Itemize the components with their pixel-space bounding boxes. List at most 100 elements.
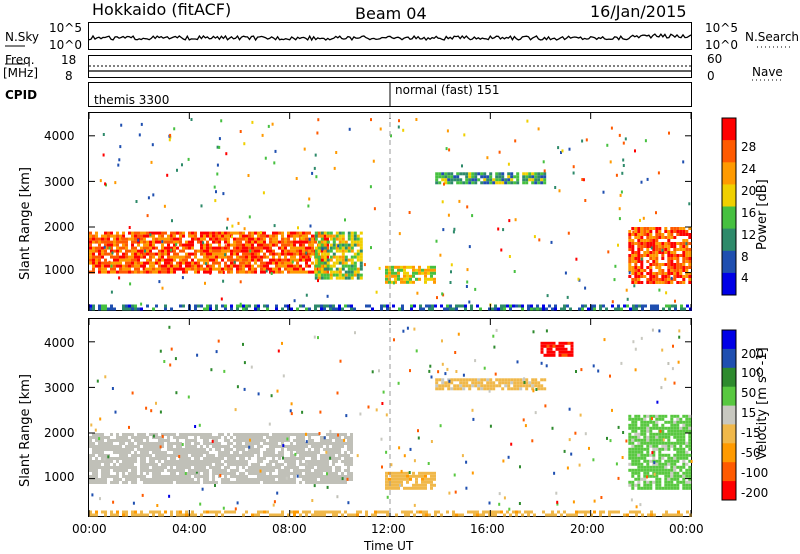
heatmap-cell: [122, 513, 125, 517]
heatmap-cell: [155, 510, 158, 514]
heatmap-cell: [110, 307, 113, 311]
heatmap-cell: [122, 237, 125, 241]
heatmap-cell: [293, 267, 296, 271]
heatmap-cell: [254, 267, 257, 271]
heatmap-cell: [557, 510, 560, 514]
heatmap-cell: [302, 510, 305, 514]
heatmap-cell: [149, 233, 152, 237]
heatmap-cell: [260, 246, 263, 250]
heatmap-cell: [242, 237, 245, 241]
heatmap-cell: [290, 472, 293, 475]
heatmap-cell: [101, 445, 104, 448]
heatmap-cell: [118, 276, 121, 280]
heatmap-cell: [143, 475, 146, 478]
heatmap-cell: [245, 243, 248, 247]
heatmap-cell: [350, 442, 353, 445]
heatmap-cell: [465, 285, 468, 288]
heatmap-cell: [419, 304, 422, 308]
heatmap-cell: [444, 178, 448, 182]
heatmap-cell: [652, 480, 656, 484]
heatmap-cell: [212, 478, 215, 481]
heatmap-cell: [224, 469, 227, 472]
heatmap-cell: [326, 243, 329, 247]
heatmap-cell: [424, 274, 427, 278]
heatmap-cell: [170, 234, 173, 238]
heatmap-cell: [498, 381, 502, 385]
heatmap-cell: [344, 240, 348, 244]
heatmap-cell: [543, 353, 547, 357]
heatmap-cell: [302, 454, 305, 457]
heatmap-cell: [344, 264, 348, 268]
heatmap-cell: [468, 181, 472, 185]
heatmap-cell: [628, 236, 632, 239]
heatmap-cell: [158, 472, 161, 475]
heatmap-cell: [266, 304, 269, 308]
heatmap-cell: [161, 231, 164, 235]
heatmap-cell: [584, 286, 587, 290]
heatmap-cell: [146, 445, 149, 448]
heatmap-cell: [456, 175, 460, 179]
heatmap-cell: [218, 463, 221, 466]
heatmap-cell: [188, 442, 191, 445]
heatmap-cell: [450, 181, 454, 185]
heatmap-cell: [251, 436, 254, 439]
heatmap-cell: [107, 307, 110, 311]
heatmap-cell: [308, 472, 311, 475]
heatmap-cell: [179, 457, 182, 460]
heatmap-cell: [185, 439, 188, 442]
heatmap-cell: [316, 131, 319, 135]
heatmap-cell: [122, 307, 125, 311]
heatmap-cell: [152, 246, 155, 250]
heatmap-cell: [278, 264, 281, 268]
heatmap-cell: [140, 261, 143, 265]
heatmap-cell: [685, 462, 689, 466]
heatmap-cell: [398, 446, 401, 450]
heatmap-cell: [239, 234, 242, 238]
heatmap-cell: [191, 261, 194, 265]
heatmap-cell: [516, 181, 520, 185]
heatmap-cell: [631, 242, 635, 245]
heatmap-cell: [293, 466, 296, 469]
heatmap-cell: [278, 255, 281, 259]
heatmap-cell: [257, 448, 260, 451]
heatmap-cell: [215, 513, 218, 517]
heatmap-cell: [344, 478, 347, 481]
heatmap-cell: [637, 414, 641, 418]
heatmap-cell: [98, 264, 101, 268]
heatmap-cell: [341, 475, 344, 478]
heatmap-cell: [397, 381, 400, 385]
heatmap-cell: [122, 448, 125, 451]
heatmap-cell: [628, 254, 632, 257]
heatmap-cell: [341, 481, 344, 484]
heatmap-cell: [248, 215, 251, 219]
heatmap-cell: [323, 276, 327, 280]
heatmap-cell: [465, 378, 469, 382]
heatmap-cell: [152, 261, 155, 265]
heatmap-cell: [421, 268, 424, 272]
heatmap-cell: [221, 234, 224, 238]
heatmap-cell: [188, 255, 191, 259]
power-cbar-tick-28: 28: [741, 140, 757, 154]
heatmap-cell: [173, 246, 176, 250]
heatmap-cell: [472, 417, 475, 421]
heatmap-cell: [188, 475, 191, 478]
heatmap-cell: [406, 271, 409, 275]
heatmap-cell: [163, 204, 166, 208]
heatmap-cell: [188, 478, 191, 481]
heatmap-cell: [243, 361, 246, 365]
heatmap-cell: [222, 506, 225, 510]
heatmap-cell: [199, 502, 202, 506]
heatmap-cell: [480, 181, 484, 185]
heatmap-cell: [661, 465, 665, 469]
heatmap-cell: [664, 420, 668, 424]
heatmap-cell: [137, 264, 140, 268]
heatmap-cell: [254, 481, 257, 484]
heatmap-cell: [673, 248, 677, 251]
heatmap-cell: [170, 475, 173, 478]
heatmap-cell: [522, 172, 526, 176]
heatmap-cell: [95, 445, 98, 448]
heatmap-cell: [317, 264, 321, 268]
heatmap-cell: [269, 481, 272, 484]
heatmap-cell: [201, 487, 204, 491]
heatmap-cell: [146, 243, 149, 247]
